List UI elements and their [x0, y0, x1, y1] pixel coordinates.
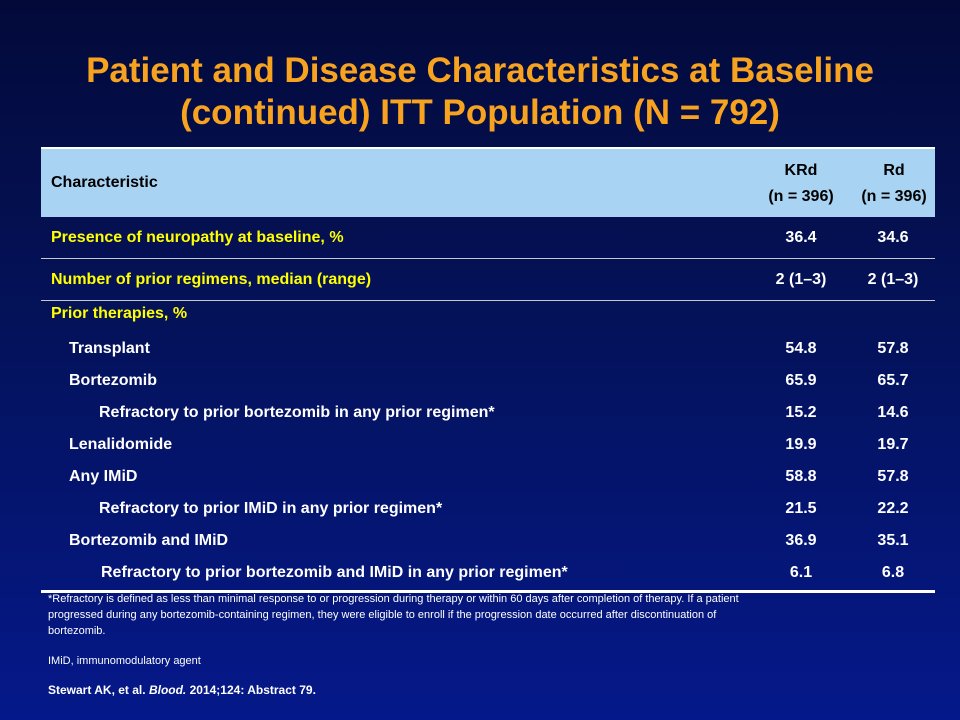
header-krd-n: (n = 396) [768, 188, 834, 205]
header-rd: Rd (n = 396) [847, 158, 941, 210]
slide-title: Patient and Disease Characteristics at B… [0, 50, 960, 134]
row-label: Lenalidomide [69, 436, 173, 453]
row-label: Bortezomib [69, 372, 157, 389]
table-row: Lenalidomide 19.9 19.7 [41, 429, 935, 461]
rd-value: 19.7 [877, 436, 909, 453]
table-row: Presence of neuropathy at baseline, % 36… [41, 217, 935, 259]
row-label: Refractory to prior bortezomib and IMiD … [101, 564, 568, 581]
refractory-footnote: *Refractory is defined as less than mini… [48, 591, 908, 639]
rd-value: 34.6 [877, 229, 909, 246]
citation-authors: Stewart AK, et al. [48, 683, 146, 697]
header-characteristic: Characteristic [51, 174, 158, 191]
rd-value: 22.2 [877, 500, 909, 517]
abbreviation-note: IMiD, immunomodulatory agent [48, 655, 201, 667]
footnote-line-2: progressed during any bortezomib-contain… [48, 609, 717, 621]
row-label: Number of prior regimens, median (range) [51, 271, 372, 288]
table-row: Bortezomib 65.9 65.7 [41, 365, 935, 397]
table-row: Refractory to prior bortezomib in any pr… [41, 397, 935, 429]
table-row: Bortezomib and IMiD 36.9 35.1 [41, 525, 935, 557]
row-label: Refractory to prior IMiD in any prior re… [99, 500, 443, 517]
krd-value: 6.1 [789, 564, 813, 581]
rd-value: 6.8 [881, 564, 905, 581]
header-krd: KRd (n = 396) [755, 158, 847, 210]
rd-value: 2 (1–3) [867, 271, 919, 288]
krd-value: 65.9 [785, 372, 817, 389]
footnote-line-1: *Refractory is defined as less than mini… [48, 593, 739, 605]
krd-value: 2 (1–3) [775, 271, 827, 288]
footnote-line-3: bortezomib. [48, 625, 106, 637]
krd-value: 21.5 [785, 500, 817, 517]
title-line-2: (continued) ITT Population (N = 792) [180, 93, 780, 132]
table-row: Refractory to prior IMiD in any prior re… [41, 493, 935, 525]
row-label: Prior therapies, % [51, 305, 188, 322]
rd-value: 65.7 [877, 372, 909, 389]
rd-value: 57.8 [877, 468, 909, 485]
row-label: Any IMiD [69, 468, 138, 485]
rd-value: 35.1 [877, 532, 909, 549]
baseline-characteristics-table: Characteristic KRd (n = 396) Rd (n = 396… [41, 147, 935, 593]
header-rd-n: (n = 396) [861, 188, 927, 205]
table-header: Characteristic KRd (n = 396) Rd (n = 396… [41, 147, 935, 217]
table-row: Number of prior regimens, median (range)… [41, 259, 935, 301]
rd-value: 14.6 [877, 404, 909, 421]
krd-value: 36.4 [785, 229, 817, 246]
row-label: Transplant [69, 340, 150, 357]
krd-value: 58.8 [785, 468, 817, 485]
table-row: Prior therapies, % [41, 301, 935, 333]
header-rd-name: Rd [883, 162, 905, 179]
krd-value: 36.9 [785, 532, 817, 549]
citation: Stewart AK, et al. Blood. 2014;124: Abst… [48, 683, 316, 697]
citation-journal: Blood. [148, 683, 187, 697]
table-row: Any IMiD 58.8 57.8 [41, 461, 935, 493]
title-line-1: Patient and Disease Characteristics at B… [86, 51, 874, 90]
table-row: Transplant 54.8 57.8 [41, 333, 935, 365]
row-label: Presence of neuropathy at baseline, % [51, 229, 344, 246]
rd-value: 57.8 [877, 340, 909, 357]
header-krd-name: KRd [784, 162, 818, 179]
krd-value: 19.9 [785, 436, 817, 453]
krd-value: 54.8 [785, 340, 817, 357]
table-row: Refractory to prior bortezomib and IMiD … [41, 557, 935, 593]
citation-details: 2014;124: Abstract 79. [189, 683, 316, 697]
krd-value: 15.2 [785, 404, 817, 421]
row-label: Bortezomib and IMiD [69, 532, 229, 549]
row-label: Refractory to prior bortezomib in any pr… [99, 404, 495, 421]
